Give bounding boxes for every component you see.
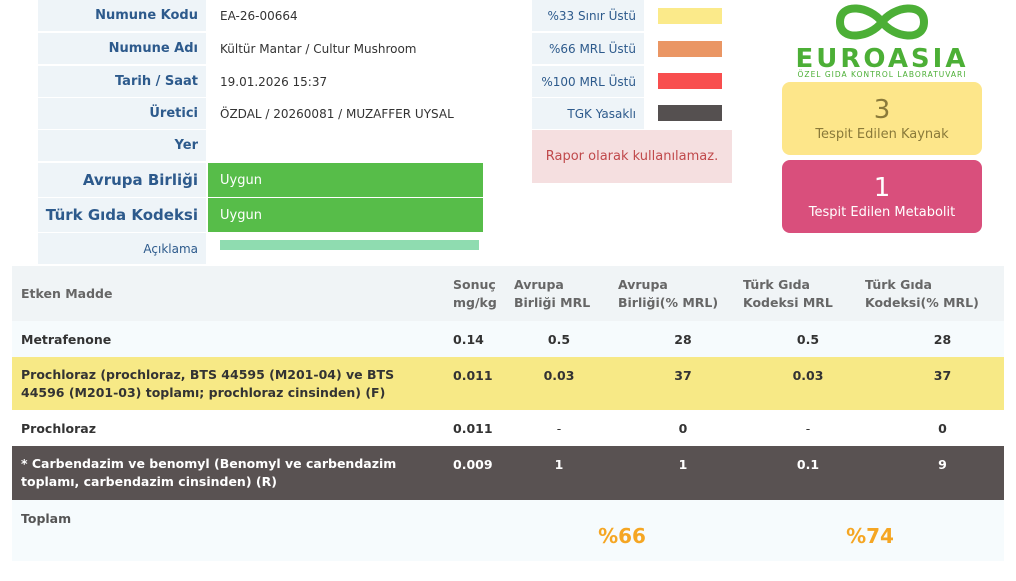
substance-name: Prochloraz — [21, 420, 96, 436]
header-result-line1: Sonuç — [453, 276, 496, 292]
header-tgk-mrl: Türk Gıda Kodeksi MRL — [743, 266, 863, 321]
detected-sources-card: 3 Tespit Edilen Kaynak — [782, 82, 982, 155]
logo-wordmark: EUROASIA — [795, 44, 969, 74]
eu-pct-value: 0 — [678, 420, 688, 436]
tgk-pct-value: 28 — [933, 331, 952, 347]
detected-sources-label: Tespit Edilen Kaynak — [815, 127, 949, 142]
tgk-pct-value: 9 — [938, 456, 947, 472]
header-tgk-mrl-line2: Kodeksi MRL — [743, 294, 833, 310]
header-tgk-pct: Türk Gıda Kodeksi(% MRL) — [865, 266, 995, 321]
substance-name: Metrafenone — [21, 331, 112, 347]
total-eu-percent: %66 — [598, 524, 646, 548]
header-eu-pct: Avrupa Birliği(% MRL) — [618, 266, 742, 321]
tgk-mrl-value: 0.5 — [796, 331, 820, 347]
header-result-line2: mg/kg — [453, 294, 497, 310]
legend-label-tgk-banned: TGK Yasaklı — [532, 98, 644, 129]
substance-name: * Carbendazim ve benomyl (Benomyl ve car… — [21, 456, 397, 489]
header-active-substance: Etken Madde — [21, 285, 113, 301]
detected-metabolite-count: 1 — [873, 173, 891, 203]
header-eu-pct-line1: Avrupa — [618, 276, 668, 292]
header-eu-mrl-line1: Avrupa — [514, 276, 564, 292]
sample-code-value: EA-26-00664 — [220, 8, 298, 23]
legend-label-66: %66 MRL Üstü — [532, 33, 644, 64]
legend-swatch-66 — [658, 41, 722, 57]
euroasia-logo: EUROASIA ÖZEL GIDA KONTROL LABORATUVARI — [782, 0, 982, 82]
legend-swatch-33 — [658, 8, 722, 24]
tgk-pct-value: 0 — [938, 420, 947, 436]
legend-swatch-tgk-banned — [658, 105, 722, 121]
eu-pct-value: 37 — [674, 367, 692, 383]
sample-code-label: Numune Kodu — [38, 0, 206, 31]
datetime-value: 19.01.2026 15:37 — [220, 74, 328, 89]
eu-mrl-value: 1 — [554, 456, 564, 472]
producer-label: Üretici — [38, 98, 206, 129]
results-header-row: Etken Madde Sonuç mg/kg Avrupa Birliği M… — [12, 266, 1004, 321]
datetime-label: Tarih / Saat — [38, 66, 206, 97]
report-warning: Rapor olarak kullanılamaz. — [532, 130, 732, 183]
results-table: Etken Madde Sonuç mg/kg Avrupa Birliği M… — [12, 266, 1004, 561]
table-row: * Carbendazim ve benomyl (Benomyl ve car… — [12, 446, 1004, 500]
table-row: Prochloraz (prochloraz, BTS 44595 (M201-… — [12, 357, 1004, 410]
total-tgk-percent: %74 — [846, 524, 894, 548]
detected-metabolite-card: 1 Tespit Edilen Metabolit — [782, 160, 982, 233]
total-row: Toplam %66 %74 — [12, 500, 1004, 561]
total-label: Toplam — [21, 510, 72, 526]
substance-name: Prochloraz (prochloraz, BTS 44595 (M201-… — [21, 366, 395, 400]
tgk-pct-value: 37 — [933, 367, 952, 383]
header-result: Sonuç mg/kg — [453, 266, 511, 321]
description-label: Açıklama — [38, 233, 206, 264]
place-label: Yer — [38, 130, 206, 161]
legend-swatch-100 — [658, 73, 722, 89]
header-tgk-pct-line1: Türk Gıda — [865, 276, 932, 292]
place-value — [208, 130, 526, 161]
result-value: 0.14 — [453, 331, 484, 347]
sample-name-label: Numune Adı — [38, 33, 206, 64]
tgk-standard-status: Uygun — [208, 198, 483, 232]
result-value: 0.011 — [453, 420, 493, 436]
header-tgk-pct-line2: Kodeksi(% MRL) — [865, 294, 979, 310]
tgk-mrl-value: 0.1 — [796, 456, 820, 472]
eu-pct-value: 28 — [674, 331, 692, 347]
tgk-mrl-value: 0.03 — [792, 367, 824, 383]
sample-name-value: Kültür Mantar / Cultur Mushroom — [220, 41, 417, 56]
eu-pct-value: 1 — [678, 456, 688, 472]
result-value: 0.009 — [453, 456, 493, 472]
detected-sources-count: 3 — [873, 95, 891, 125]
table-row: Metrafenone 0.14 0.5 28 0.5 28 — [12, 321, 1004, 357]
legend-label-33: %33 Sınır Üstü — [532, 0, 644, 31]
eu-mrl-value: - — [556, 420, 562, 436]
description-bar — [220, 240, 479, 250]
table-row: Prochloraz 0.011 - 0 - 0 — [12, 410, 1004, 446]
eu-standard-label: Avrupa Birliği — [38, 163, 206, 197]
eu-mrl-value: 0.03 — [543, 367, 575, 383]
header-eu-mrl: Avrupa Birliği MRL — [514, 266, 614, 321]
eu-mrl-value: 0.5 — [547, 331, 571, 347]
infinity-icon — [835, 4, 929, 40]
eu-standard-status: Uygun — [208, 163, 483, 197]
producer-value: ÖZDAL / 20260081 / MUZAFFER UYSAL — [220, 106, 454, 121]
tgk-mrl-value: - — [805, 420, 811, 436]
header-tgk-mrl-line1: Türk Gıda — [743, 276, 810, 292]
header-eu-mrl-line2: Birliği MRL — [514, 294, 591, 310]
tgk-standard-label: Türk Gıda Kodeksi — [38, 198, 206, 232]
logo-subtitle: ÖZEL GIDA KONTROL LABORATUVARI — [797, 70, 967, 79]
detected-metabolite-label: Tespit Edilen Metabolit — [808, 205, 956, 220]
result-value: 0.011 — [453, 367, 493, 383]
legend-label-100: %100 MRL Üstü — [532, 66, 644, 97]
header-eu-pct-line2: Birliği(% MRL) — [618, 294, 719, 310]
